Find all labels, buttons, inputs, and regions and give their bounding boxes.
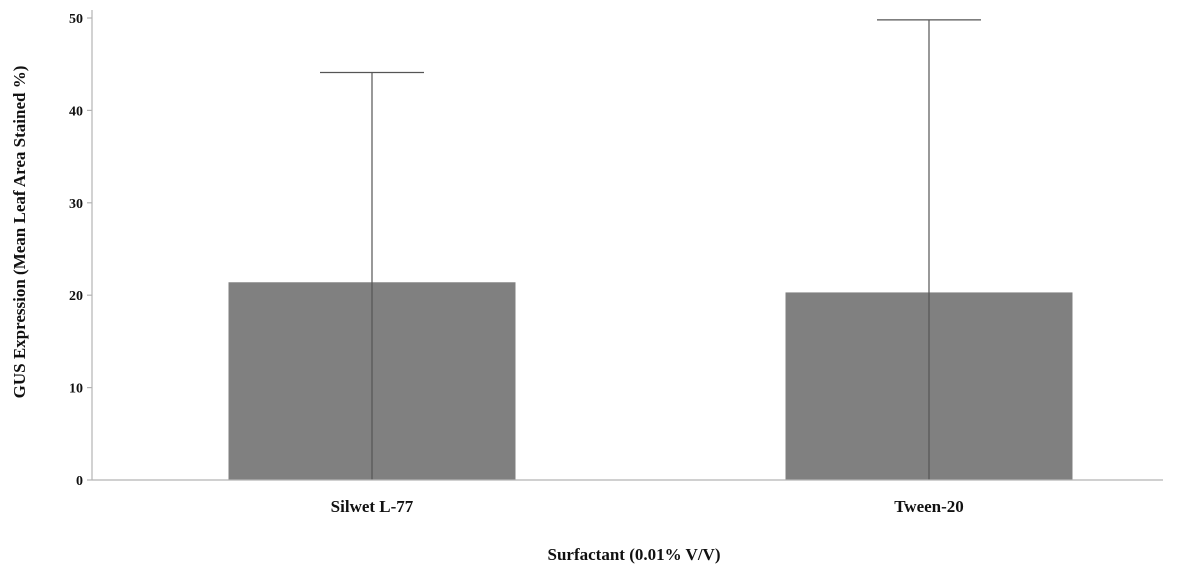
y-tick-label: 30 [69,197,83,212]
y-tick-label: 50 [69,12,83,27]
y-tick-label: 0 [76,474,83,489]
error-bars-layer [320,19,981,480]
bars-layer [228,282,1073,480]
x-axis-title: Surfactant (0.01% V/V) [548,545,721,564]
axes-layer [91,10,1163,481]
y-tick-label: 20 [69,289,83,304]
x-category-labels: Silwet L-77 Tween-20 [331,497,964,516]
x-category-label: Tween-20 [894,497,964,516]
y-ticks-layer: 0 10 20 30 40 50 [69,12,92,489]
y-tick-label: 10 [69,382,83,397]
y-axis-title: GUS Expression (Mean Leaf Area Stained %… [10,66,29,399]
x-category-label: Silwet L-77 [331,497,414,516]
y-tick-label: 40 [69,104,83,119]
